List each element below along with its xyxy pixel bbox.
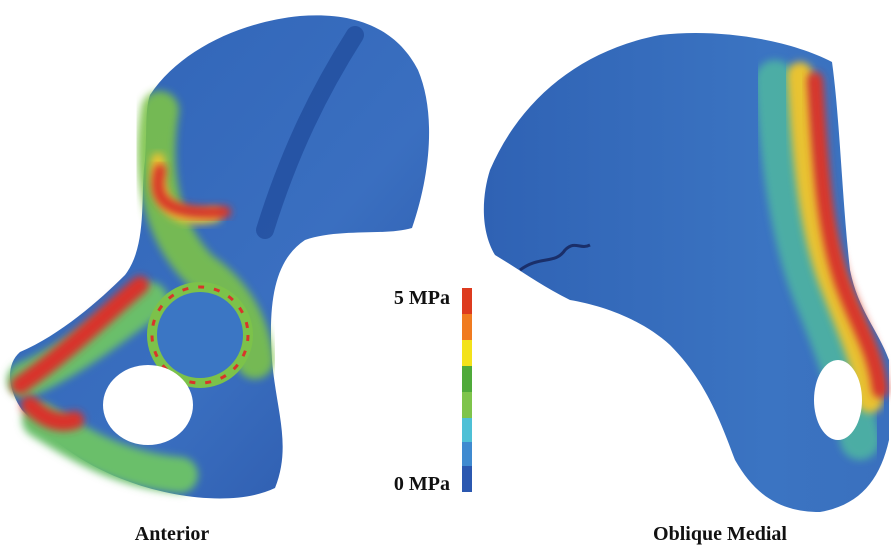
stress-band bbox=[151, 164, 231, 219]
stress-band bbox=[787, 62, 883, 413]
crack bbox=[519, 243, 591, 272]
view-label: Oblique Medial bbox=[653, 523, 787, 545]
view-label: Anterior bbox=[135, 523, 210, 545]
colorbar-segment bbox=[462, 314, 472, 340]
obturator-foramen bbox=[103, 365, 193, 445]
bone-shape bbox=[10, 15, 430, 499]
colorbar-segment bbox=[462, 418, 472, 442]
stress-band bbox=[11, 276, 149, 431]
pelvis-anterior bbox=[7, 15, 430, 499]
stress-band bbox=[256, 26, 364, 239]
colorbar-segment bbox=[462, 466, 472, 492]
colorbar-segment bbox=[462, 392, 472, 418]
obturator-foramen bbox=[814, 360, 862, 440]
colorbar-segment bbox=[462, 442, 472, 466]
colorbar-segment bbox=[462, 366, 472, 392]
acetabulum-rim bbox=[150, 285, 250, 385]
stress-band bbox=[807, 72, 888, 398]
colorbar-max-label: 5 MPa bbox=[394, 287, 450, 309]
pelvis-oblique-medial bbox=[483, 33, 889, 512]
colorbar-segment bbox=[462, 288, 472, 314]
colorbar-segment bbox=[462, 340, 472, 366]
colorbar: 5 MPa 0 MPa bbox=[394, 287, 472, 495]
colorbar-min-label: 0 MPa bbox=[394, 473, 450, 495]
